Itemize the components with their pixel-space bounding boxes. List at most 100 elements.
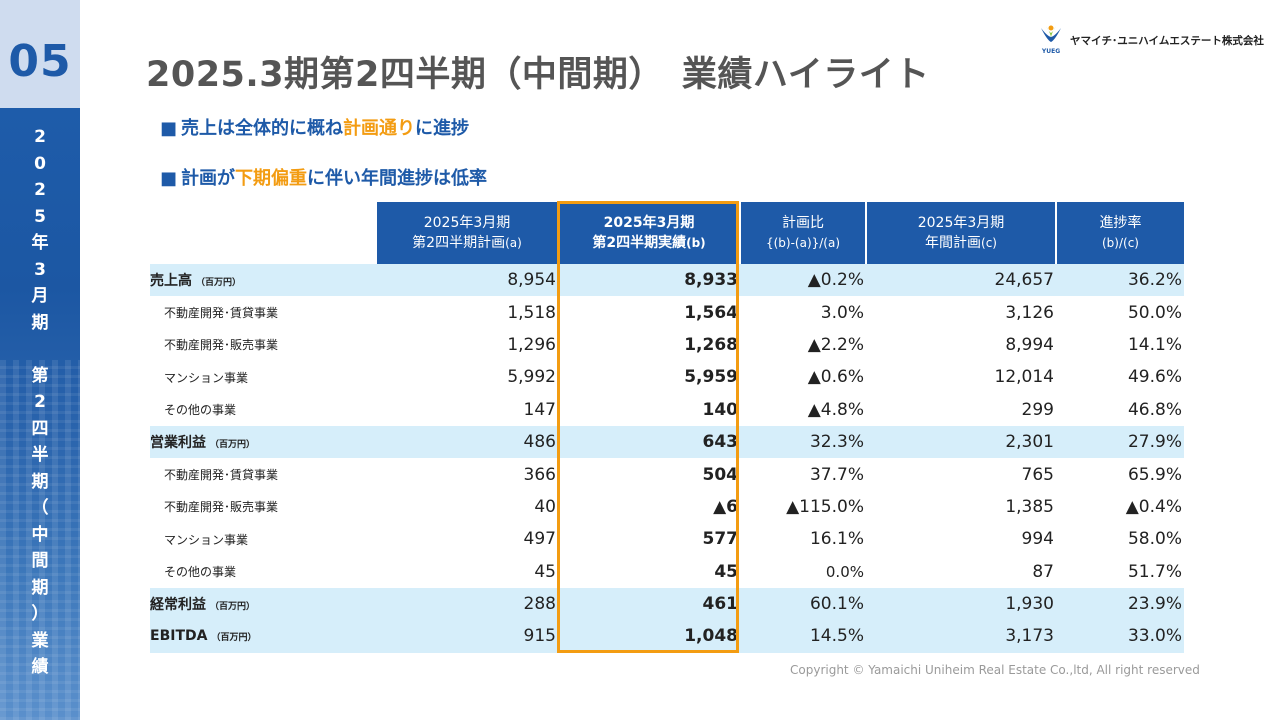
cell-annual-plan: 765 <box>1021 464 1054 485</box>
cell-progress-rate: 46.8% <box>1127 399 1182 420</box>
bullet-text-pre: 売上は全体的に概ね <box>181 118 344 139</box>
cell-annual-plan: 8,994 <box>1005 334 1054 355</box>
vertical-title-char: 期 <box>31 312 49 333</box>
cell-q2-plan: 915 <box>376 620 558 653</box>
vertical-title-char: 半 <box>31 445 49 465</box>
cell-progress-rate: 14.1% <box>1127 334 1182 355</box>
vertical-title-char: 月 <box>31 286 49 306</box>
table-header-empty <box>150 202 376 264</box>
bullet-text-highlight: 下期偏重 <box>235 168 308 189</box>
cell-q2-actual: 45 <box>714 561 738 582</box>
table-row: その他の事業 45 45 0.0% 87 51.7% <box>150 556 1184 588</box>
cell-annual-plan: 3,173 <box>866 620 1056 653</box>
cell-q2-plan: 147 <box>523 399 556 420</box>
bullet-square-icon: ■ <box>160 118 178 139</box>
vertical-title-char: 績 <box>31 657 49 677</box>
cell-plan-ratio: 32.3% <box>740 425 866 459</box>
cell-plan-ratio: 16.1% <box>809 529 864 550</box>
cell-annual-plan: 12,014 <box>994 367 1054 388</box>
row-label: マンション事業 <box>164 532 249 547</box>
table-row: 不動産開発･賃貸事業 366 504 37.7% 765 65.9% <box>150 458 1184 490</box>
table-header-row: 2025年3月期 第2四半期計画(a) 2025年3月期 第2四半期実績(b) … <box>150 202 1184 264</box>
table-row: 経常利益 （百万円） 288 461 60.1% 1,930 23.9% <box>150 587 1184 621</box>
vertical-title-char: 間 <box>31 551 49 571</box>
bullet-plan-weighting: ■ 計画が下期偏重に伴い年間進捗は低率 <box>160 164 487 190</box>
cell-q2-plan: 486 <box>376 425 558 459</box>
cell-plan-ratio: 3.0% <box>820 302 864 323</box>
table-row: EBITDA （百万円） 915 1,048 14.5% 3,173 33.0% <box>150 620 1184 653</box>
row-unit: （百万円） <box>211 633 257 644</box>
cell-plan-ratio: ▲115.0% <box>786 496 864 517</box>
vertical-title-char: ） <box>31 604 49 624</box>
bullet-sales-progress: ■ 売上は全体的に概ね計画通りに進捗 <box>160 114 469 140</box>
table-row: その他の事業 147 140 ▲4.8% 299 46.8% <box>150 394 1184 426</box>
header-q2-actual: 2025年3月期 第2四半期実績(b) <box>557 202 740 264</box>
cell-q2-plan: 288 <box>376 587 558 621</box>
cell-annual-plan: 87 <box>1032 561 1054 582</box>
row-label: その他の事業 <box>164 403 237 418</box>
cell-q2-plan: 366 <box>523 464 556 485</box>
cell-plan-ratio: 14.5% <box>740 620 866 653</box>
cell-annual-plan: 1,385 <box>1005 496 1054 517</box>
vertical-title-char: 期 <box>31 471 49 492</box>
cell-q2-plan: 5,992 <box>507 367 556 388</box>
cell-plan-ratio: 0.0% <box>825 562 864 581</box>
performance-table: 2025年3月期 第2四半期計画(a) 2025年3月期 第2四半期実績(b) … <box>150 202 1184 653</box>
cell-annual-plan: 24,657 <box>866 264 1056 297</box>
row-label: 不動産開発･販売事業 <box>164 338 279 353</box>
cell-plan-ratio: ▲0.2% <box>740 264 866 297</box>
cell-q2-actual: 577 <box>702 529 739 550</box>
cell-q2-actual: 643 <box>558 425 740 459</box>
table-row: マンション事業 5,992 5,959 ▲0.6% 12,014 49.6% <box>150 361 1184 393</box>
bullet-text-post: に伴い年間進捗は低率 <box>307 168 488 189</box>
copyright-text: Copyright © Yamaichi Uniheim Real Estate… <box>790 663 1200 677</box>
cell-progress-rate: ▲0.4% <box>1125 496 1182 517</box>
cell-annual-plan: 2,301 <box>866 425 1056 459</box>
sidebar-vertical-title: 2 0 2 5 年 3 月期第 2 四半期（中間期）業績 <box>0 124 80 681</box>
row-label: 不動産開発･賃貸事業 <box>164 306 279 321</box>
cell-plan-ratio: ▲4.8% <box>807 399 864 420</box>
row-label: その他の事業 <box>164 565 237 580</box>
header-q2-plan: 2025年3月期 第2四半期計画(a) <box>375 202 558 264</box>
table-row: 営業利益 （百万円） 486 643 32.3% 2,301 27.9% <box>150 425 1184 459</box>
cell-progress-rate: 49.6% <box>1127 367 1182 388</box>
company-logo: YUEG ヤマイチ･ユニハイムエステート株式会社 <box>1038 24 1264 56</box>
cell-annual-plan: 994 <box>1021 529 1054 550</box>
cell-q2-plan: 497 <box>523 529 556 550</box>
logo-text: YUEG <box>1041 48 1060 55</box>
cell-progress-rate: 33.0% <box>1056 620 1184 653</box>
header-annual-plan: 2025年3月期 年間計画(c) <box>865 202 1056 264</box>
bullet-text-post: に進捗 <box>415 118 470 139</box>
row-unit: （百万円） <box>210 440 256 451</box>
table-row: マンション事業 497 577 16.1% 994 58.0% <box>150 523 1184 555</box>
sidebar-cityscape-image <box>0 360 80 720</box>
row-label: 売上高 （百万円） <box>150 264 376 297</box>
table-row: 不動産開発･賃貸事業 1,518 1,564 3.0% 3,126 50.0% <box>150 296 1184 328</box>
row-label: 不動産開発･販売事業 <box>164 500 279 515</box>
cell-plan-ratio: 37.7% <box>809 464 864 485</box>
cell-annual-plan: 1,930 <box>866 587 1056 621</box>
cell-plan-ratio: ▲2.2% <box>807 334 864 355</box>
cell-annual-plan: 299 <box>1021 399 1054 420</box>
cell-annual-plan: 3,126 <box>1005 302 1054 323</box>
table-row: 不動産開発･販売事業 1,296 1,268 ▲2.2% 8,994 14.1% <box>150 329 1184 361</box>
cell-q2-plan: 8,954 <box>376 264 558 297</box>
vertical-title-char: 5 <box>34 206 46 227</box>
table-row: 売上高 （百万円） 8,954 8,933 ▲0.2% 24,657 36.2% <box>150 264 1184 297</box>
bullet-text-highlight: 計画通り <box>343 118 416 139</box>
row-label: 営業利益 （百万円） <box>150 425 376 459</box>
cell-q2-actual: ▲6 <box>713 496 738 517</box>
company-logo-icon: YUEG <box>1038 24 1064 56</box>
page-title: 2025.3期第2四半期（中間期） 業績ハイライト <box>146 55 930 95</box>
section-number: 05 <box>8 36 72 87</box>
bullet-square-icon: ■ <box>160 168 178 189</box>
vertical-title-char: 0 <box>34 153 46 174</box>
vertical-title-char: 2 <box>34 180 46 200</box>
cell-q2-actual: 1,564 <box>684 302 738 323</box>
row-label: EBITDA （百万円） <box>150 620 376 653</box>
cell-q2-actual: 5,959 <box>684 367 738 388</box>
sidebar: 05 2 0 2 5 年 3 月期第 2 四半期（中間期）業績 <box>0 0 80 720</box>
cell-q2-actual: 1,268 <box>684 334 738 355</box>
cell-q2-plan: 1,518 <box>507 302 556 323</box>
cell-plan-ratio: 60.1% <box>740 587 866 621</box>
